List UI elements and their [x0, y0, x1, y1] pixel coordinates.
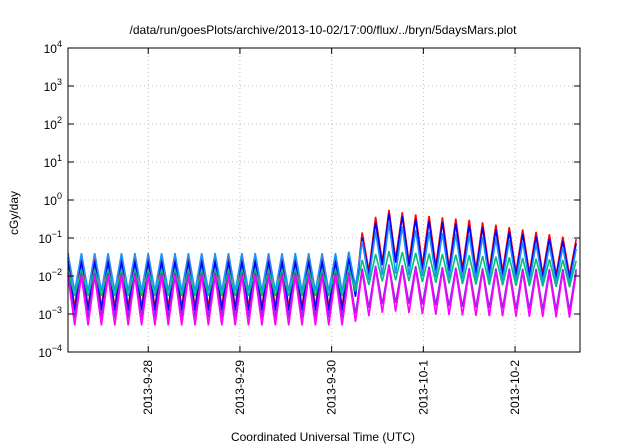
series-line [67, 264, 577, 318]
x-tick-label: 2013-10-1 [416, 360, 430, 415]
y-tick-label: 101 [44, 153, 62, 170]
y-tick-label: 104 [44, 39, 62, 56]
series-line [67, 251, 577, 297]
x-tick-label: 2013-9-28 [141, 360, 155, 415]
x-tick-label: 2013-9-29 [233, 360, 247, 415]
series-line [67, 222, 577, 292]
y-tick-label: 102 [44, 115, 62, 132]
y-tick-label: 103 [44, 77, 62, 94]
y-tick-label: 10−3 [38, 305, 62, 322]
series-line [67, 213, 577, 312]
series-line [67, 266, 577, 326]
x-tick-label: 2013-9-30 [325, 360, 339, 415]
axis-ticks: 10−4 10−3 10−2 10−1 100 101 102 103 104 2013-9-28… [38, 39, 580, 415]
x-axis-label: Coordinated Universal Time (UTC) [231, 430, 415, 444]
chart-title: /data/run/goesPlots/archive/2013-10-02/1… [130, 23, 518, 37]
x-tick-label: 2013-10-2 [508, 360, 522, 415]
y-tick-label: 10−1 [38, 229, 62, 246]
series-lines [67, 209, 577, 326]
y-tick-label: 10−4 [38, 343, 62, 360]
y-axis-label: cGy/day [7, 191, 21, 235]
y-tick-label: 10−2 [38, 267, 62, 284]
y-tick-label: 100 [44, 191, 62, 208]
